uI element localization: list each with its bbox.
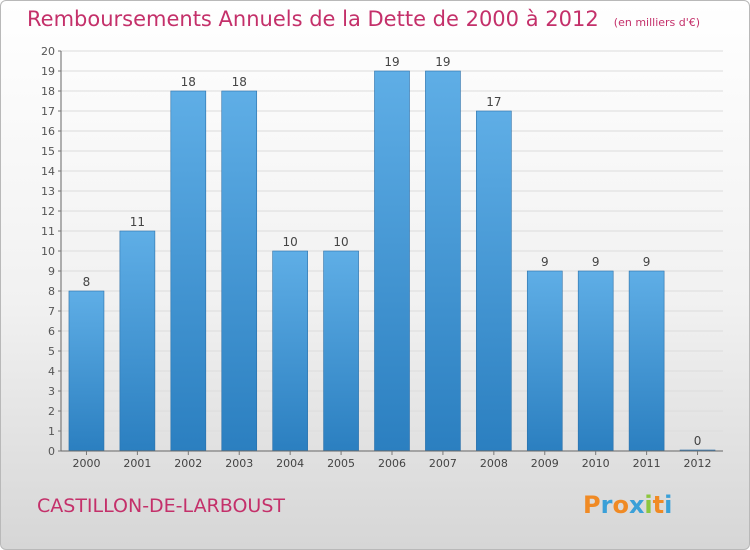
bar-2005 [323,250,359,452]
x-tick-label-2006: 2006 [378,457,406,470]
x-tick-label-2001: 2001 [123,457,151,470]
bar-2006 [374,70,410,452]
logo-letter: o [612,491,629,519]
y-tick-label: 8 [48,285,55,298]
bars [68,70,716,452]
data-label-2008: 17 [486,95,501,109]
logo-letter: x [628,491,645,519]
y-tick-label: 11 [41,225,55,238]
y-tick-label: 14 [41,165,55,178]
data-label-2004: 10 [283,235,298,249]
x-tick-label-2000: 2000 [72,457,100,470]
logo-letter: t [652,491,665,519]
data-label-2001: 11 [130,215,145,229]
x-tick-label-2011: 2011 [633,457,661,470]
bar-2003 [221,90,258,452]
bar-2000 [68,290,105,452]
y-tick-label: 19 [41,65,55,78]
y-tick-label: 10 [41,245,55,258]
data-label-2012: 0 [694,434,702,448]
y-tick-label: 1 [48,425,55,438]
x-tick-label-2009: 2009 [531,457,559,470]
data-label-2002: 18 [181,75,196,89]
data-label-2011: 9 [643,255,651,269]
bar-2008 [476,110,512,452]
x-tick-label-2003: 2003 [225,457,253,470]
data-label-2006: 19 [384,55,399,69]
commune-name: CASTILLON-DE-LARBOUST [37,495,285,517]
y-tick-label: 7 [48,305,55,318]
bar-2009 [526,270,563,452]
proxiti-logo: Proxiti [583,491,672,519]
bar-2004 [272,250,308,452]
x-tick-labels: 2000 2001 2002 2003 2004 2005 2006 2007 2008 2009… [72,451,712,470]
y-tick-label: 3 [48,385,55,398]
y-tick-label: 4 [48,365,55,378]
logo-letter: P [583,491,601,519]
bar-2010 [577,270,614,452]
y-tick-label: 17 [41,105,55,118]
logo-letter: r [600,491,613,519]
chart-subtitle: (en milliers d'€) [613,16,701,29]
data-labels: 8 11 18 18 10 10 19 19 17 9 9 9 0 [83,55,702,448]
y-tick-label: 13 [41,185,55,198]
y-tick-label: 18 [41,85,55,98]
data-label-2000: 8 [83,275,91,289]
x-tick-label-2007: 2007 [429,457,457,470]
y-tick-label: 16 [41,125,55,138]
chart-title: Remboursements Annuels de la Dette de 20… [27,7,599,31]
data-label-2009: 9 [541,255,549,269]
data-label-2005: 10 [333,235,348,249]
bar-2011 [628,270,665,452]
y-tick-label: 20 [41,45,55,58]
y-tick-label: 0 [48,445,55,458]
title-row: Remboursements Annuels de la Dette de 20… [27,7,700,31]
logo-letter: i [664,491,673,519]
x-tick-label-2008: 2008 [480,457,508,470]
y-tick-label: 5 [48,345,55,358]
y-tick-label: 9 [48,265,55,278]
x-tick-label-2012: 2012 [684,457,712,470]
bar-2001 [119,230,156,452]
x-tick-label-2010: 2010 [582,457,610,470]
logo-letter: i [644,491,653,519]
bar-2007 [425,70,461,452]
data-label-2010: 9 [592,255,600,269]
data-label-2007: 19 [435,55,450,69]
y-tick-label: 12 [41,205,55,218]
x-tick-label-2004: 2004 [276,457,304,470]
y-tick-label: 2 [48,405,55,418]
data-label-2003: 18 [232,75,247,89]
bar-2002 [170,90,207,452]
x-tick-label-2005: 2005 [327,457,355,470]
x-tick-label-2002: 2002 [174,457,202,470]
y-tick-label: 15 [41,145,55,158]
y-tick-label: 6 [48,325,55,338]
